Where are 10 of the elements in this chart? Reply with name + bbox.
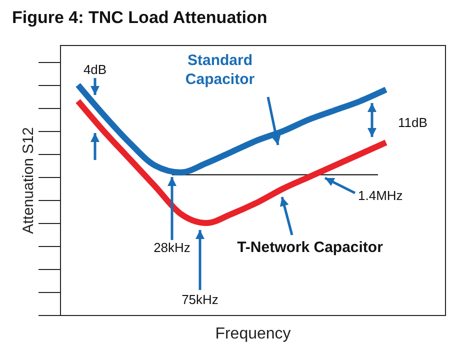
series-label: T-Network Capacitor bbox=[237, 239, 384, 256]
chart-title: Figure 4: TNC Load Attenuation bbox=[12, 8, 268, 27]
y-axis-title: Attenuation S12 bbox=[20, 127, 37, 234]
annotation: 11dB bbox=[398, 115, 428, 130]
text: Standard Capacitor bbox=[185, 52, 255, 88]
x-axis-title: Frequency bbox=[215, 326, 291, 342]
text: 4dB bbox=[83, 62, 107, 77]
annotation: 28kHz bbox=[154, 240, 190, 255]
annotation: 1.4MHz bbox=[358, 188, 403, 203]
annotation: 75kHz bbox=[182, 292, 218, 307]
